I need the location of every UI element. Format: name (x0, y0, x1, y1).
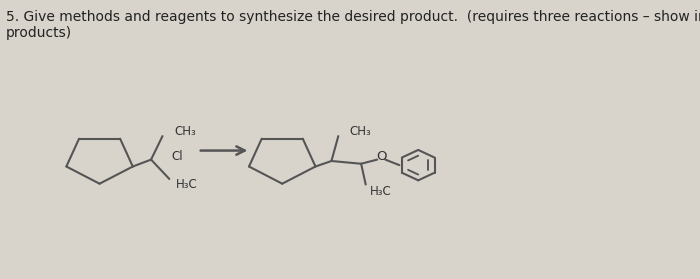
Text: Cl: Cl (172, 150, 183, 163)
Text: H₃C: H₃C (370, 185, 392, 198)
Text: CH₃: CH₃ (174, 126, 195, 138)
Text: 5. Give methods and reagents to synthesize the desired product.  (requires three: 5. Give methods and reagents to synthesi… (6, 10, 700, 40)
Text: O: O (377, 150, 387, 163)
Text: CH₃: CH₃ (350, 126, 372, 138)
Text: H₃C: H₃C (176, 178, 198, 191)
